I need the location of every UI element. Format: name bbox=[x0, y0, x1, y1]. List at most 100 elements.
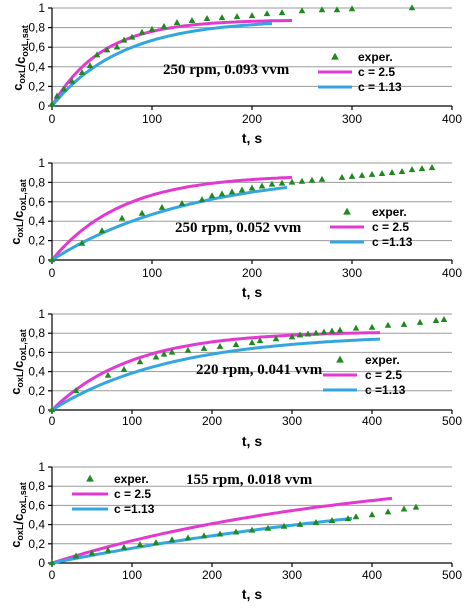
x-tick-label: 500 bbox=[442, 568, 462, 582]
exper-point bbox=[104, 371, 112, 378]
exper-point bbox=[278, 9, 286, 16]
exper-point bbox=[328, 327, 336, 334]
exper-point bbox=[398, 168, 406, 175]
exper-point bbox=[160, 22, 168, 29]
exper-point bbox=[200, 532, 208, 539]
condition-label: 250 rpm, 0.052 vvm bbox=[175, 220, 302, 236]
x-tick-label: 0 bbox=[49, 112, 56, 126]
exper-point bbox=[258, 182, 266, 189]
exper-point bbox=[152, 353, 160, 360]
exper-point bbox=[400, 320, 408, 327]
exper-point bbox=[268, 180, 276, 187]
exper-point bbox=[78, 239, 86, 246]
exper-point bbox=[136, 541, 144, 548]
exper-point bbox=[113, 43, 121, 50]
exper-point bbox=[418, 165, 426, 172]
exper-point bbox=[384, 321, 392, 328]
legend-marker-exper bbox=[343, 207, 351, 215]
exper-point bbox=[304, 330, 312, 337]
y-tick-label: 1 bbox=[38, 1, 45, 15]
exper-point bbox=[168, 536, 176, 543]
y-tick-label: 1 bbox=[38, 307, 45, 321]
exper-point bbox=[368, 170, 376, 177]
exper-point bbox=[188, 17, 196, 24]
y-tick-label: 0,8 bbox=[28, 479, 45, 493]
exper-point bbox=[120, 543, 128, 550]
exper-point bbox=[218, 14, 226, 21]
x-tick-label: 300 bbox=[282, 568, 302, 582]
exper-point bbox=[178, 200, 186, 207]
series-line-c-1-13 bbox=[51, 337, 381, 412]
exper-point bbox=[298, 7, 306, 14]
exper-point bbox=[288, 333, 296, 340]
exper-point bbox=[328, 517, 336, 524]
y-tick-label: 0,4 bbox=[28, 518, 45, 532]
x-tick-label: 100 bbox=[122, 568, 142, 582]
exper-point bbox=[318, 175, 326, 182]
exper-point bbox=[152, 539, 160, 546]
legend-label: c = 2.5 bbox=[372, 220, 409, 234]
x-tick-label: 100 bbox=[142, 266, 162, 280]
exper-point bbox=[348, 172, 356, 179]
x-tick-label: 400 bbox=[362, 568, 382, 582]
y-tick-label: 0,8 bbox=[28, 21, 45, 35]
exper-point bbox=[216, 530, 224, 537]
y-tick-label: 0,6 bbox=[28, 195, 45, 209]
exper-point bbox=[248, 184, 256, 191]
x-axis-label: t, s bbox=[242, 586, 262, 602]
exper-point bbox=[278, 179, 286, 186]
exper-point bbox=[440, 316, 448, 323]
legend: exper.c = 2.5c =1.13 bbox=[72, 472, 155, 516]
x-tick-label: 200 bbox=[242, 266, 262, 280]
y-tick-label: 0 bbox=[38, 403, 45, 417]
exper-point bbox=[158, 203, 166, 210]
exper-point bbox=[408, 166, 416, 173]
y-tick-label: 1 bbox=[38, 156, 45, 170]
y-tick-label: 0 bbox=[38, 99, 45, 113]
exper-point bbox=[348, 5, 356, 12]
exper-point bbox=[53, 92, 61, 99]
x-tick-label: 400 bbox=[362, 414, 382, 428]
exper-point bbox=[103, 46, 111, 53]
x-tick-label: 0 bbox=[49, 414, 56, 428]
exper-point bbox=[48, 406, 56, 413]
chart-panel-2: 0 0,2 0,4 0,6 0,8 1 0 100 200 300 400 t, s coxL/coxL… bbox=[8, 156, 462, 300]
exper-point bbox=[148, 25, 156, 32]
exper-point bbox=[432, 317, 440, 323]
y-axis-label: coxL/coxL,sat bbox=[10, 25, 30, 91]
legend-label: c =1.13 bbox=[372, 235, 413, 249]
exper-point bbox=[248, 526, 256, 533]
condition-label: 155 rpm, 0.018 vvm bbox=[186, 472, 313, 488]
exper-point bbox=[208, 192, 216, 199]
exper-point bbox=[263, 10, 271, 17]
exper-point bbox=[248, 12, 256, 19]
exper-point bbox=[256, 337, 264, 344]
y-tick-label: 0,4 bbox=[28, 214, 45, 228]
exper-point bbox=[352, 324, 360, 331]
x-tick-label: 100 bbox=[122, 414, 142, 428]
exper-point bbox=[60, 85, 68, 92]
exper-point bbox=[232, 341, 240, 347]
exper-point bbox=[120, 36, 128, 43]
exper-point bbox=[218, 190, 226, 197]
x-axis-label: t, s bbox=[242, 433, 262, 449]
y-tick-label: 0,6 bbox=[28, 40, 45, 54]
exper-point bbox=[48, 559, 56, 566]
exper-point bbox=[336, 326, 344, 333]
exper-point bbox=[264, 524, 272, 531]
exper-point bbox=[138, 28, 146, 35]
exper-point bbox=[352, 513, 360, 520]
exper-point bbox=[128, 33, 136, 40]
y-tick-label: 0,6 bbox=[28, 498, 45, 512]
exper-point bbox=[168, 348, 176, 355]
x-tick-label: 300 bbox=[342, 112, 362, 126]
exper-point bbox=[338, 173, 346, 180]
legend-label: c = 2.5 bbox=[114, 487, 151, 501]
exper-point bbox=[272, 335, 280, 342]
exper-point bbox=[412, 503, 420, 510]
x-tick-label: 400 bbox=[442, 112, 462, 126]
exper-point bbox=[98, 227, 106, 234]
exper-point bbox=[288, 178, 296, 185]
